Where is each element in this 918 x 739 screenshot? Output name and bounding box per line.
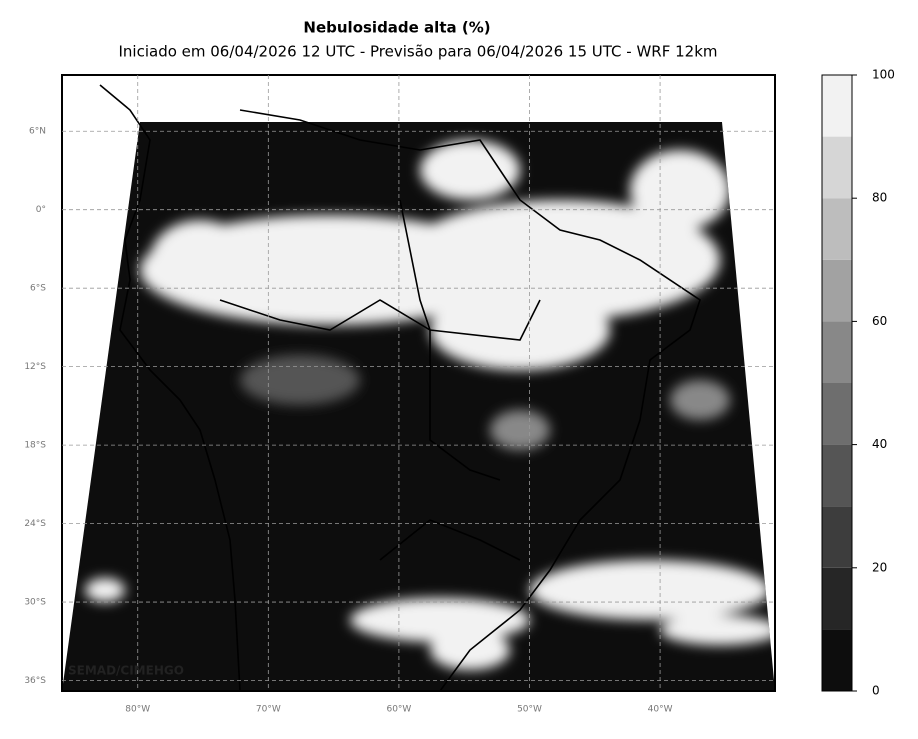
lat-label: 12°S bbox=[24, 362, 46, 372]
colorbar-label: 60 bbox=[872, 314, 887, 328]
lon-label: 60°W bbox=[386, 705, 411, 715]
colorbar-level bbox=[822, 75, 852, 137]
colorbar-level bbox=[822, 444, 852, 507]
colorbar-level bbox=[822, 383, 852, 445]
colorbar-label: 40 bbox=[872, 437, 887, 451]
lon-label: 70°W bbox=[256, 705, 281, 715]
colorbar-level bbox=[822, 136, 852, 199]
lat-label: 30°S bbox=[24, 598, 46, 608]
lon-label: 40°W bbox=[648, 705, 673, 715]
lat-label: 6°S bbox=[30, 284, 46, 294]
colorbar-level bbox=[822, 506, 852, 568]
colorbar-label: 100 bbox=[872, 68, 895, 82]
colorbar-level bbox=[822, 259, 852, 322]
lat-label: 6°N bbox=[29, 127, 46, 137]
colorbar-level bbox=[822, 321, 852, 383]
lat-label: 18°S bbox=[24, 441, 46, 451]
credit: SEMAD/CIMEHGO bbox=[68, 664, 184, 678]
colorbar-label: 20 bbox=[872, 560, 887, 574]
lon-label: 50°W bbox=[517, 705, 542, 715]
lat-label: 24°S bbox=[24, 519, 46, 529]
map-frame bbox=[61, 74, 776, 692]
cloud-field bbox=[62, 122, 775, 691]
lat-label: 36°S bbox=[24, 676, 46, 686]
colorbar-frame bbox=[821, 74, 853, 692]
coastlines bbox=[99, 84, 701, 692]
lon-label: 80°W bbox=[125, 705, 150, 715]
lat-label: 0° bbox=[36, 205, 46, 215]
colorbar-level bbox=[822, 629, 852, 691]
colorbar-level bbox=[822, 198, 852, 260]
colorbar-level bbox=[822, 567, 852, 630]
title: Nebulosidade alta (%) bbox=[303, 19, 490, 37]
colorbar-label: 0 bbox=[872, 684, 880, 698]
subtitle: Iniciado em 06/04/2026 12 UTC - Previsão… bbox=[118, 43, 717, 61]
colorbar-label: 80 bbox=[872, 191, 887, 205]
